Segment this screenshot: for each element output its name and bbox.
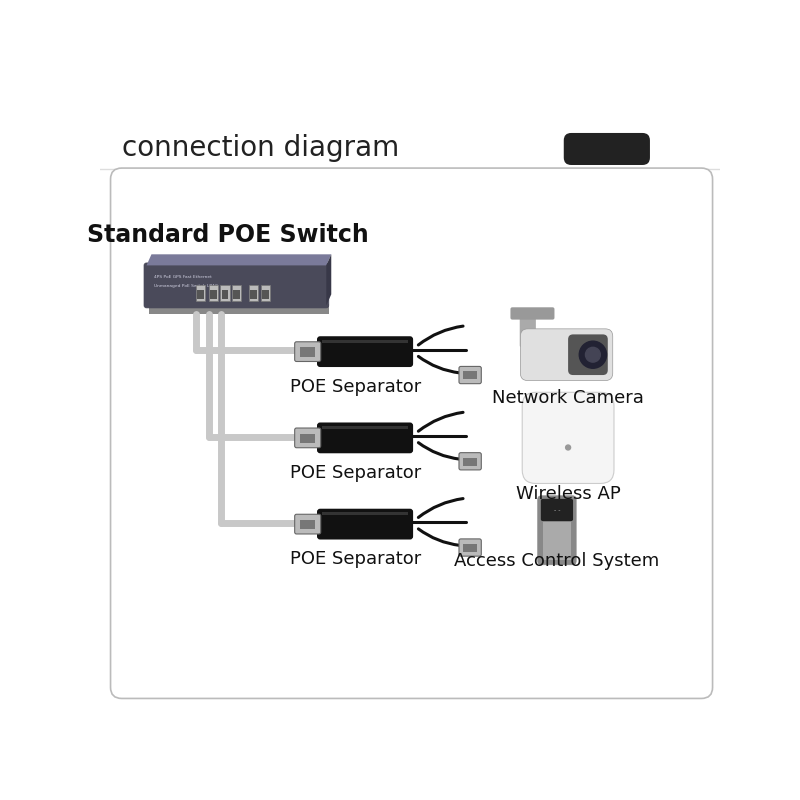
FancyBboxPatch shape xyxy=(538,496,576,565)
FancyBboxPatch shape xyxy=(463,544,477,552)
FancyBboxPatch shape xyxy=(317,509,413,539)
FancyBboxPatch shape xyxy=(232,285,242,301)
FancyBboxPatch shape xyxy=(234,290,240,299)
FancyBboxPatch shape xyxy=(294,514,321,534)
FancyBboxPatch shape xyxy=(198,290,204,299)
FancyBboxPatch shape xyxy=(300,434,314,443)
FancyBboxPatch shape xyxy=(317,422,413,454)
FancyBboxPatch shape xyxy=(196,285,206,301)
Text: POE Separator: POE Separator xyxy=(290,464,422,482)
FancyBboxPatch shape xyxy=(568,334,608,375)
FancyBboxPatch shape xyxy=(144,263,329,308)
Text: Wireless AP: Wireless AP xyxy=(516,486,621,503)
FancyBboxPatch shape xyxy=(262,290,269,299)
FancyBboxPatch shape xyxy=(463,371,477,379)
Text: Network Camera: Network Camera xyxy=(492,389,644,406)
FancyBboxPatch shape xyxy=(541,499,573,521)
FancyBboxPatch shape xyxy=(220,285,230,301)
Text: Standard POE Switch: Standard POE Switch xyxy=(86,222,368,246)
FancyBboxPatch shape xyxy=(317,336,413,367)
Text: POE Separator: POE Separator xyxy=(290,378,422,395)
FancyBboxPatch shape xyxy=(249,285,258,301)
FancyBboxPatch shape xyxy=(459,366,482,384)
Circle shape xyxy=(566,445,570,450)
FancyBboxPatch shape xyxy=(110,168,713,698)
Text: - -: - - xyxy=(554,508,560,513)
Text: connection diagram: connection diagram xyxy=(122,134,399,162)
FancyBboxPatch shape xyxy=(294,428,321,448)
FancyBboxPatch shape xyxy=(564,133,650,165)
Text: Unmanaged PoE Switch LR10: Unmanaged PoE Switch LR10 xyxy=(154,284,218,288)
Polygon shape xyxy=(326,254,331,306)
FancyBboxPatch shape xyxy=(261,285,270,301)
Circle shape xyxy=(586,347,600,362)
FancyBboxPatch shape xyxy=(209,285,218,301)
FancyBboxPatch shape xyxy=(542,522,571,560)
FancyBboxPatch shape xyxy=(210,290,217,299)
FancyBboxPatch shape xyxy=(300,520,314,529)
FancyBboxPatch shape xyxy=(520,310,536,347)
Circle shape xyxy=(579,341,606,368)
Polygon shape xyxy=(146,254,331,266)
FancyBboxPatch shape xyxy=(322,340,408,343)
Text: POE Separator: POE Separator xyxy=(290,550,422,568)
FancyBboxPatch shape xyxy=(459,539,482,556)
FancyBboxPatch shape xyxy=(459,453,482,470)
Text: 4PS PoE GPS Fast Ethernet: 4PS PoE GPS Fast Ethernet xyxy=(154,274,212,278)
FancyBboxPatch shape xyxy=(149,304,329,314)
FancyBboxPatch shape xyxy=(294,342,321,362)
FancyBboxPatch shape xyxy=(322,426,408,430)
FancyBboxPatch shape xyxy=(250,290,257,299)
FancyBboxPatch shape xyxy=(520,329,613,381)
FancyBboxPatch shape xyxy=(463,458,477,466)
FancyBboxPatch shape xyxy=(522,392,614,483)
FancyBboxPatch shape xyxy=(222,290,228,299)
Text: Access Control System: Access Control System xyxy=(454,552,659,570)
FancyBboxPatch shape xyxy=(300,347,314,357)
FancyBboxPatch shape xyxy=(322,513,408,515)
FancyBboxPatch shape xyxy=(510,307,554,320)
